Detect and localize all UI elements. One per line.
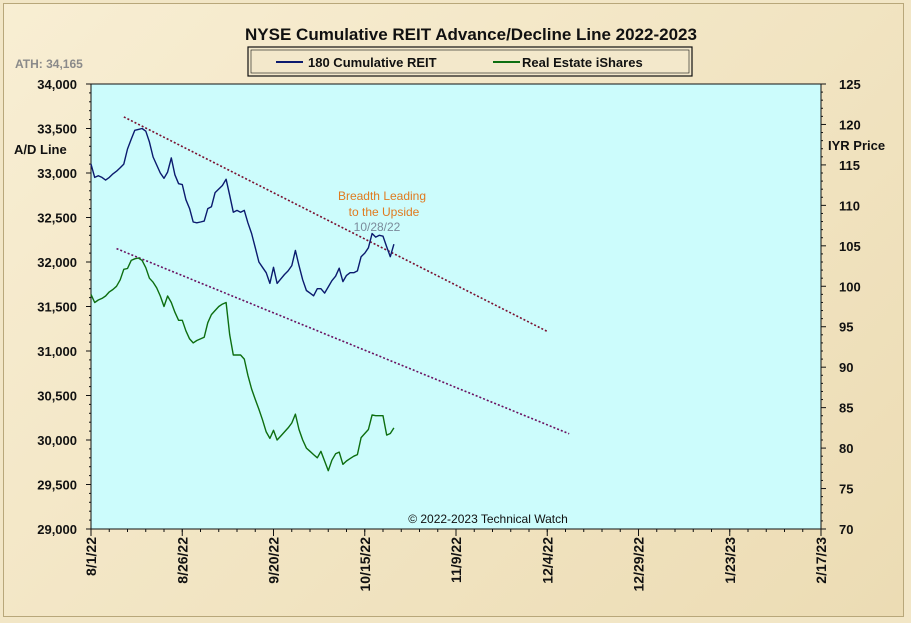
trendline-1 bbox=[123, 116, 548, 333]
left-tick-label: 31,000 bbox=[37, 344, 77, 359]
legend-label-iyr: Real Estate iShares bbox=[522, 55, 643, 70]
series-line-iyr bbox=[90, 257, 395, 472]
right-tick-label: 85 bbox=[839, 401, 853, 416]
left-tick-label: 31,500 bbox=[37, 300, 77, 315]
right-tick-label: 75 bbox=[839, 482, 853, 497]
x-tick-label: 11/9/22 bbox=[448, 537, 464, 583]
left-tick-label: 32,000 bbox=[37, 255, 77, 270]
right-tick-label: 100 bbox=[839, 279, 861, 294]
x-tick-label: 12/29/22 bbox=[631, 537, 647, 592]
copyright-label: © 2022-2023 Technical Watch bbox=[408, 512, 568, 526]
right-tick-label: 120 bbox=[839, 117, 861, 132]
x-tick-label: 8/1/22 bbox=[83, 537, 99, 576]
x-tick-label: 2/17/23 bbox=[813, 537, 829, 584]
annotation-date: 10/28/22 bbox=[354, 220, 401, 234]
left-axis-label: A/D Line bbox=[14, 142, 67, 157]
right-tick-label: 105 bbox=[839, 239, 861, 254]
left-tick-label: 29,000 bbox=[37, 522, 77, 537]
series-line-reit bbox=[90, 127, 395, 297]
left-tick-label: 33,000 bbox=[37, 166, 77, 181]
legend-box bbox=[247, 46, 693, 77]
right-tick-label: 110 bbox=[839, 198, 860, 213]
left-tick-label: 34,000 bbox=[37, 77, 77, 92]
x-axis-ticks: 8/1/22 8/26/22 9/20/22 10/15/22 11/9/22 12/4/… bbox=[83, 529, 829, 592]
left-axis-ticks: 29,000 29,500 30,000 30,500 31,000 31,500 32,0… bbox=[37, 77, 91, 537]
trendline-2 bbox=[116, 247, 570, 435]
x-tick-label: 10/15/22 bbox=[357, 537, 373, 592]
right-tick-label: 95 bbox=[839, 320, 853, 335]
annotation: Breadth Leading to the Upside 10/28/22 bbox=[338, 189, 426, 234]
ath-label: ATH: 34,165 bbox=[15, 57, 83, 71]
left-tick-label: 29,500 bbox=[37, 478, 77, 493]
x-tick-label: 8/26/22 bbox=[174, 537, 190, 584]
plot-area bbox=[90, 83, 822, 530]
legend: 180 Cumulative REIT Real Estate iShares bbox=[247, 46, 693, 77]
annotation-line-1: Breadth Leading bbox=[338, 189, 426, 203]
left-tick-label: 33,500 bbox=[37, 122, 77, 137]
left-tick-label: 30,000 bbox=[37, 433, 77, 448]
right-tick-label: 70 bbox=[839, 522, 853, 537]
right-tick-label: 80 bbox=[839, 441, 853, 456]
right-tick-label: 115 bbox=[839, 158, 860, 173]
right-tick-label: 125 bbox=[839, 77, 861, 92]
right-axis-ticks: 70 75 80 85 90 95 100 105 110 115 120 125 bbox=[821, 77, 861, 537]
legend-inner-border bbox=[250, 49, 690, 74]
x-tick-label: 12/4/22 bbox=[539, 537, 555, 584]
annotation-line-2: to the Upside bbox=[349, 205, 420, 219]
left-tick-label: 30,500 bbox=[37, 389, 77, 404]
series-lines bbox=[90, 127, 395, 472]
right-axis-label: IYR Price bbox=[828, 138, 885, 153]
x-tick-label: 1/23/23 bbox=[722, 537, 738, 584]
x-tick-label: 9/20/22 bbox=[266, 537, 282, 584]
right-tick-label: 90 bbox=[839, 360, 853, 375]
left-tick-label: 32,500 bbox=[37, 211, 77, 226]
trendlines bbox=[116, 116, 570, 435]
legend-label-reit: 180 Cumulative REIT bbox=[308, 55, 437, 70]
chart-title: NYSE Cumulative REIT Advance/Decline Lin… bbox=[245, 25, 697, 44]
